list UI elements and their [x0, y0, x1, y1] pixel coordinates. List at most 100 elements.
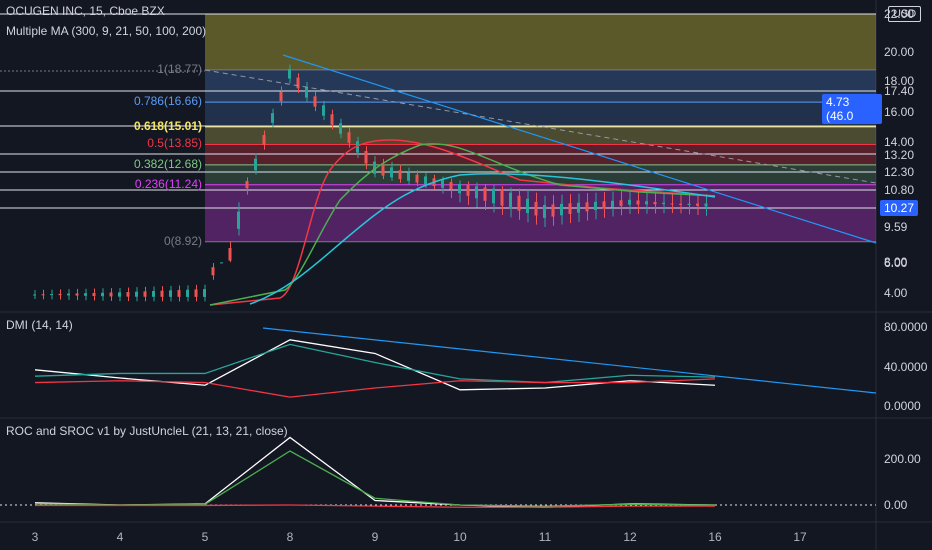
candle: [101, 292, 104, 297]
time-axis-label: 17: [793, 530, 807, 544]
fib-label: 0(8.92): [163, 233, 202, 248]
dmi-axis-40: 40.0000: [884, 360, 928, 374]
price-axis-label: 9.59: [884, 220, 908, 234]
candle: [228, 247, 232, 261]
candle: [509, 192, 512, 209]
candle: [67, 293, 70, 296]
candle: [415, 174, 419, 183]
candle: [526, 198, 529, 214]
candle: [143, 291, 147, 297]
price-axis-label: 13.20: [884, 148, 915, 162]
candle: [364, 150, 368, 164]
candle: [492, 188, 495, 204]
candle: [118, 292, 121, 297]
candle: [594, 201, 597, 211]
candle: [50, 294, 53, 296]
candle: [84, 293, 87, 296]
candle: [279, 91, 283, 102]
ma-indicator-title[interactable]: Multiple MA (300, 9, 21, 50, 100, 200): [6, 24, 207, 38]
candle: [381, 164, 385, 176]
candle: [347, 132, 351, 143]
candle: [33, 294, 36, 296]
candle: [296, 77, 300, 89]
candle: [662, 202, 665, 205]
candle: [466, 185, 470, 196]
time-axis-label: 8: [286, 530, 294, 544]
candle: [483, 187, 487, 201]
symbol-title[interactable]: OCUGEN INC, 15, Cboe BZX: [6, 4, 165, 18]
roc-line: [34, 436, 716, 508]
sroc-line: [34, 450, 716, 507]
price-axis-label: 6.00: [884, 256, 908, 270]
dmi-axis-80: 80.0000: [884, 320, 928, 334]
fib-label: 0.382(12.68): [133, 156, 202, 171]
price-axis-label: 17.40: [884, 84, 915, 98]
candle: [186, 289, 189, 297]
price-axis-label: 18.00: [884, 74, 915, 88]
time-axis-label: 11: [538, 530, 552, 544]
candle: [534, 201, 538, 216]
candle: [339, 123, 342, 134]
candle: [602, 201, 606, 209]
candle: [75, 293, 79, 296]
candle: [441, 180, 444, 188]
candle: [169, 290, 172, 297]
candle: [330, 114, 334, 125]
ma-cyan-line: [249, 172, 716, 305]
candle: [211, 267, 215, 276]
time-axis-label: 10: [453, 530, 467, 544]
fib-zone: [205, 126, 876, 145]
price-axis-label: 16.00: [884, 105, 915, 119]
price-axis-label: 8.00: [884, 255, 908, 269]
price-axis-label: 22.00: [884, 7, 915, 21]
fib-zone: [205, 69, 876, 103]
candle: [704, 203, 708, 207]
candle: [500, 189, 504, 206]
candle: [449, 182, 453, 190]
ma-red-line: [209, 139, 716, 306]
candle: [160, 290, 164, 297]
fib-label: 1(18.77): [157, 61, 202, 76]
candle: [271, 113, 274, 123]
candle: [551, 204, 555, 217]
candle: [407, 172, 410, 181]
candle: [305, 87, 308, 98]
candle: [194, 289, 198, 297]
roc-title[interactable]: ROC and SROC v1 by JustUncleL (21, 13, 2…: [6, 424, 288, 438]
candle: [356, 141, 359, 153]
fib-zone: [205, 184, 876, 242]
measure-tag: 4.73 (46.0: [822, 94, 882, 124]
price-axis-label: 14.00: [884, 135, 915, 149]
ma-green-line: [209, 143, 716, 306]
currency-label[interactable]: USD: [888, 6, 922, 22]
fib-label: 0.5(13.85): [147, 136, 202, 151]
candle: [58, 293, 62, 296]
candle: [636, 200, 640, 205]
candle: [220, 262, 223, 264]
candle: [424, 176, 427, 185]
price-axis-label: 12.30: [884, 165, 915, 179]
candle: [458, 183, 461, 194]
time-axis-label: 16: [708, 530, 722, 544]
candle: [288, 68, 291, 79]
dmi-plus-line: [34, 343, 716, 384]
trendline-blue: [282, 54, 877, 244]
dmi-minus-line: [34, 378, 716, 398]
candle: [560, 203, 563, 216]
candle: [237, 211, 240, 229]
candle: [390, 167, 393, 178]
last-price-tag: 10.27: [880, 200, 919, 216]
candle: [619, 200, 623, 207]
dmi-title[interactable]: DMI (14, 14): [6, 318, 73, 332]
fib-label: 0.618(15.01): [133, 118, 202, 133]
candle: [585, 202, 589, 212]
candle: [203, 289, 206, 297]
candle: [611, 200, 614, 208]
candle: [109, 292, 113, 297]
time-axis-label: 5: [201, 530, 209, 544]
candle: [670, 203, 674, 205]
candle: [517, 195, 521, 211]
candle: [126, 292, 130, 297]
candle: [41, 294, 45, 296]
